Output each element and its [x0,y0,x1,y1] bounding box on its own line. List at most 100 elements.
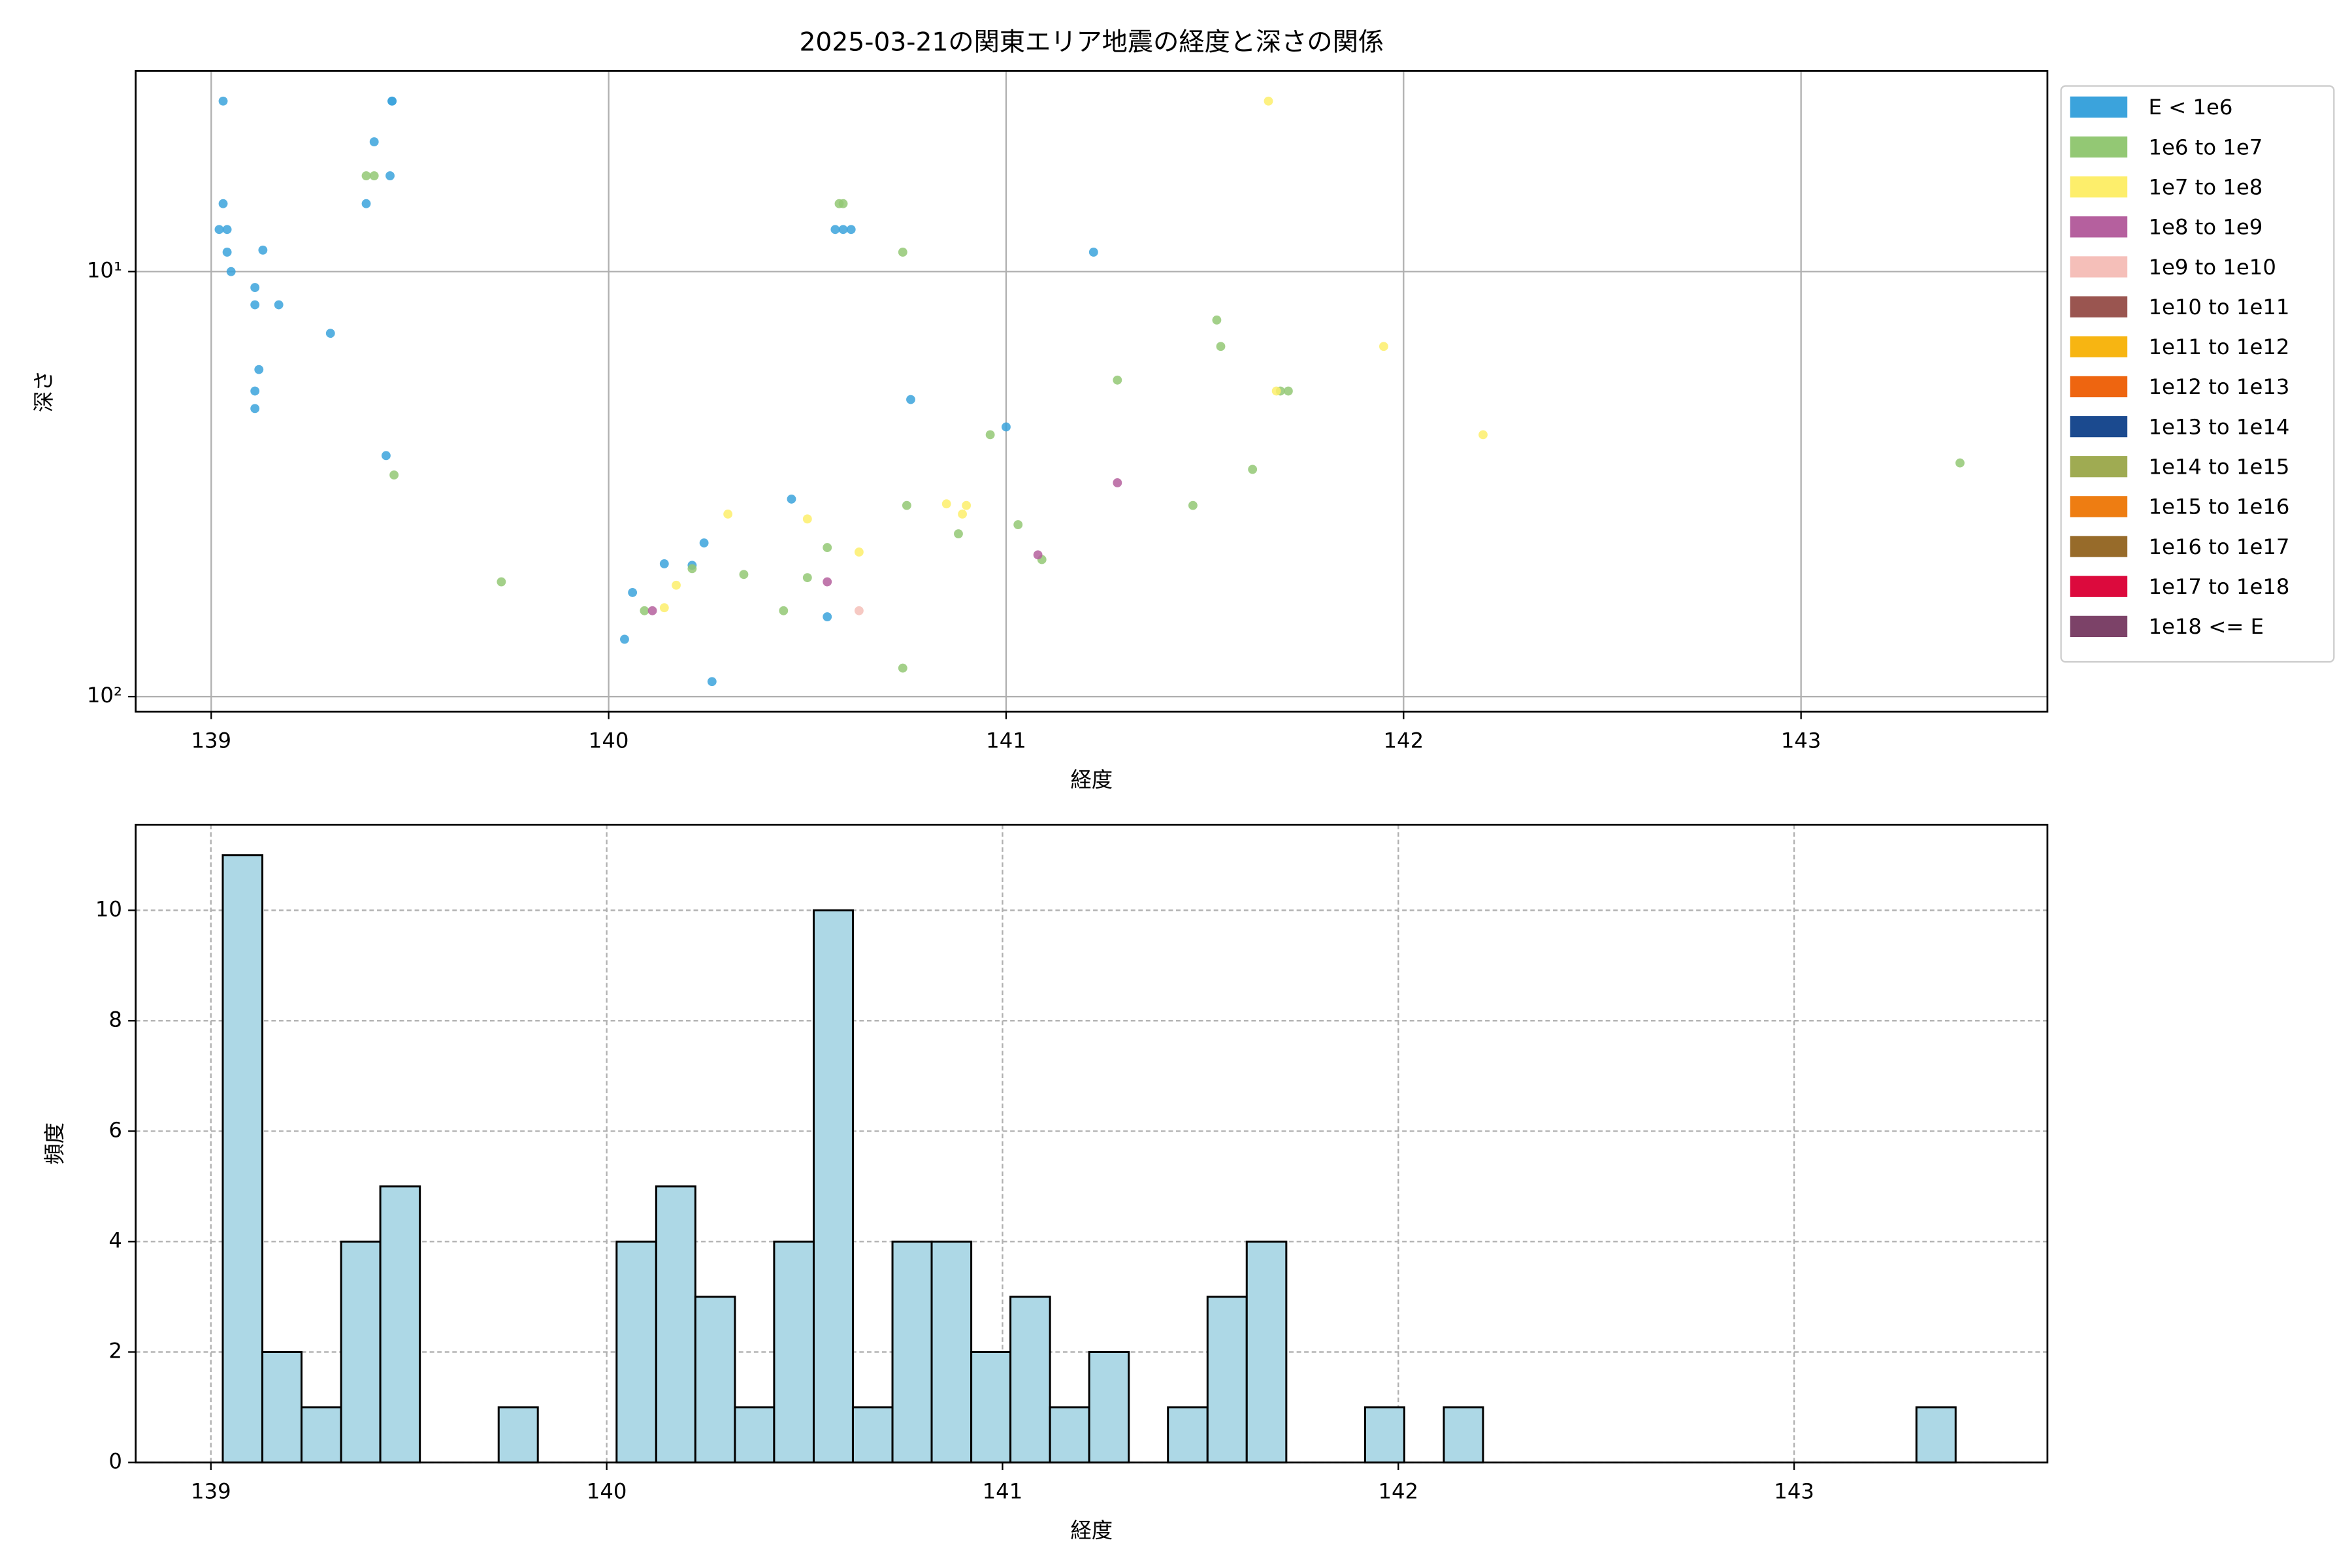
legend-swatch [2070,296,2128,318]
histogram-bar [221,854,264,1463]
plot-frame [135,70,2049,713]
scatter-point [640,606,649,615]
y-tick-label: 0 [108,1448,122,1473]
histogram-bar [930,1240,973,1463]
legend-swatch [2070,496,2128,517]
scatter-point [620,634,629,644]
scatter-point [823,612,832,621]
scatter-point [985,430,995,440]
x-tick-label: 143 [1781,728,1821,753]
legend-swatch [2070,416,2128,438]
legend-label: 1e9 to 1e10 [2148,255,2276,280]
y-tick-label: 8 [108,1007,122,1032]
scatter-point [254,365,264,374]
scatter-point [707,677,717,687]
legend-label: 1e13 to 1e14 [2148,414,2289,439]
scatter-point [823,577,832,587]
scatter-point [838,199,848,208]
legend-label: E < 1e6 [2148,95,2232,120]
scatter-point [802,573,812,583]
legend-swatch [2070,536,2128,557]
scatter-point [325,329,335,338]
y-axis-label: 頻度 [42,1122,67,1165]
x-axis-label: 経度 [1070,1518,1113,1543]
legend-label: 1e11 to 1e12 [2148,335,2289,359]
legend-swatch [2070,376,2128,398]
scatter-point [1088,248,1098,257]
legend-swatch [2070,176,2128,198]
scatter-point [250,404,260,414]
legend-swatch [2070,336,2128,357]
legend-swatch [2070,615,2128,637]
y-tick-label: 10 [95,896,122,921]
histogram-bar [851,1406,894,1463]
y-tick-label: 10² [87,683,122,708]
scatter-point [222,225,232,235]
scatter-point [369,137,379,146]
x-tick-label: 139 [191,1479,231,1504]
scatter-point [385,171,395,180]
scatter-point [906,395,915,404]
scatter-point [274,300,284,310]
scatter-point [218,96,228,106]
scatter-point [369,171,379,180]
scatter-point [723,509,733,519]
scatter-point [823,543,832,553]
y-tick-label: 4 [108,1228,122,1252]
scatter-point [838,225,848,235]
scatter-point [1271,386,1281,396]
scatter-point [1955,458,1965,468]
legend-swatch [2070,256,2128,278]
legend-label: 1e14 to 1e15 [2148,455,2289,480]
scatter-point [962,500,972,510]
x-tick-label: 139 [191,728,231,753]
scatter-point [250,283,260,292]
legend-swatch [2070,96,2128,118]
legend-label: 1e12 to 1e13 [2148,374,2289,399]
legend-label: 1e7 to 1e8 [2148,174,2262,199]
histogram-bar [1245,1240,1288,1463]
scatter-point [222,248,232,257]
scatter-point [854,606,864,615]
legend-label: 1e10 to 1e11 [2148,295,2289,319]
histogram-bar [1009,1296,1051,1463]
scatter-point [659,603,669,613]
legend-label: 1e18 <= E [2148,614,2264,639]
histogram-bar [1443,1406,1484,1463]
legend-swatch [2070,576,2128,597]
scatter-point [1113,375,1122,385]
legend-swatch [2070,456,2128,478]
scatter-point [739,570,749,580]
histogram-bar [891,1240,933,1463]
x-axis-label: 経度 [1070,767,1113,792]
legend-swatch [2070,216,2128,238]
scatter-point [672,580,681,590]
scatter-point [1188,500,1198,510]
scatter-point [687,564,697,574]
scatter-point [1264,96,1273,106]
scatter-point [382,451,391,461]
scatter-point [226,267,236,276]
scatter-point [258,245,268,255]
histogram-bar [773,1240,815,1463]
histogram-bar [379,1185,421,1463]
scatter-point [1033,550,1043,560]
y-tick-label: 2 [108,1338,122,1363]
legend-label: 1e15 to 1e16 [2148,495,2289,519]
scatter-point [898,248,907,257]
plot-frame [135,823,2049,1463]
scatter-point [854,547,864,557]
legend-label: 1e8 to 1e9 [2148,215,2262,240]
scatter-point [1478,430,1488,440]
scatter-point [779,606,789,615]
histogram-bar [1364,1406,1405,1463]
scatter-point [218,199,228,208]
scatter-point [1212,315,1222,325]
histogram-bar [812,909,854,1463]
y-tick-label: 6 [108,1117,122,1142]
scatter-point [1216,342,1226,351]
histogram-bar [497,1406,539,1463]
legend-label: 1e17 to 1e18 [2148,574,2289,599]
legend-swatch [2070,136,2128,158]
